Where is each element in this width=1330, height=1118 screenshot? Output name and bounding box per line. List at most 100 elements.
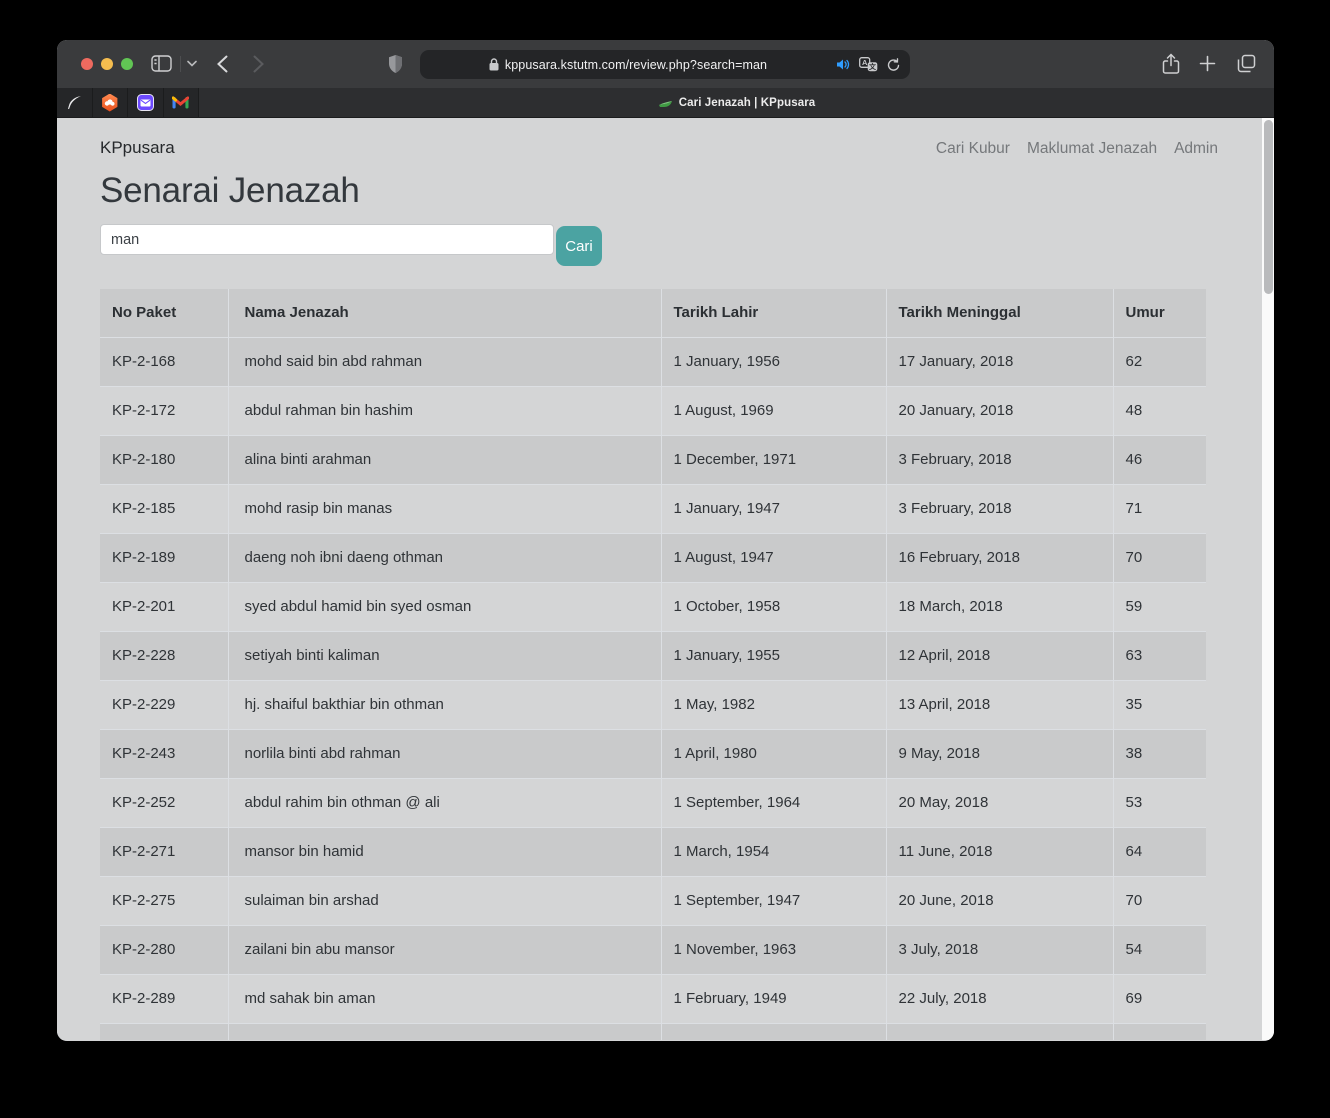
table-row: KP-2-228 setiyah binti kaliman 1 January, … [100,631,1206,680]
hexagon-app-icon [102,93,118,112]
table-cell: 22 July, 2018 [885,974,1113,1023]
browser-window: kppusara.kstutm.com/review.php?search=ma… [57,40,1274,1041]
table-cell: KP-2-189 [100,533,228,582]
tab-overview-icon[interactable] [1237,54,1256,73]
table-cell: 20 January, 2018 [885,386,1113,435]
close-window-button[interactable] [81,58,93,70]
forward-button-icon[interactable] [253,55,264,73]
page-title: Senarai Jenazah [100,171,360,210]
table-cell: 17 January, 2018 [885,337,1113,386]
table-row: KP-2-289 md sahak bin aman 1 February, 194… [100,974,1206,1023]
nav-link-cari-kubur[interactable]: Cari Kubur [935,140,1010,157]
minimize-window-button[interactable] [101,58,113,70]
table-cell: 59 [1112,582,1206,631]
mail-app-icon [136,94,154,111]
lock-icon [489,58,499,71]
table-cell: 1 May, 1982 [660,680,886,729]
table-row: KP-2-201 syed abdul hamid bin syed osman 1… [100,582,1206,631]
table-header: No Paket Nama Jenazah Tarikh Lahir Tarik… [100,289,1206,337]
table-cell: 54 [1112,925,1206,974]
table-row: KP-2-185 mohd rasip bin manas 1 January, 1… [100,484,1206,533]
table-cell: KP-2-243 [100,729,228,778]
table-cell: mohd said bin abd rahman [227,337,661,386]
table-cell: 13 April, 2018 [885,680,1113,729]
table-cell: 35 [1112,680,1206,729]
table-row: KP-2-280 zailani bin abu mansor 1 November… [100,925,1206,974]
table-cell: abdul rahim bin othman @ ali [227,778,661,827]
table-cell: 1 September, 1947 [660,876,886,925]
table-cell: KP-2-201 [100,582,228,631]
table-cell: 1 January, 1947 [660,484,886,533]
table-cell: KP-2-185 [100,484,228,533]
search-input[interactable] [100,224,554,255]
table-cell: 1 February, 1949 [660,974,886,1023]
translate-icon[interactable]: A 文 [859,57,878,72]
table-cell: sulaiman bin arshad [227,876,661,925]
table-cell: 3 July, 2018 [885,925,1113,974]
table-cell: syed abdul hamid bin syed osman [227,582,661,631]
pinned-tab-gmail[interactable] [163,88,199,117]
table-cell: hj. shaiful bakthiar bin othman [227,680,661,729]
table-cell: 70 [1112,876,1206,925]
table-cell: abdul rahman bin hashim [227,386,661,435]
table-cell: 71 [1112,484,1206,533]
top-nav: Cari Kubur Maklumat Jenazah Admin [936,140,1218,158]
site-favicon-leaf-icon [658,97,673,109]
browser-toolbar: kppusara.kstutm.com/review.php?search=ma… [57,40,1274,88]
new-tab-plus-icon[interactable] [1199,55,1216,72]
table-cell: KP-2-180 [100,435,228,484]
table-cell: KP-2-289 [100,974,228,1023]
scrollbar-track[interactable] [1262,118,1274,1040]
url-text[interactable]: kppusara.kstutm.com/review.php?search=ma… [504,57,768,72]
table-cell: 69 [1112,974,1206,1023]
table-cell: 53 [1112,778,1206,827]
gmail-icon [172,96,190,109]
quill-icon [67,95,82,110]
active-tab[interactable]: Cari Jenazah | KPpusara [199,88,1274,117]
table-row: KP-2-180 alina binti arahman 1 December, 1… [100,435,1206,484]
privacy-shield-icon[interactable] [388,54,403,74]
nav-link-admin[interactable]: Admin [1174,140,1218,157]
table-cell: 1 March, 1954 [660,827,886,876]
table-cell: norlila binti abd rahman [227,729,661,778]
page-content: KPpusara Cari Kubur Maklumat Jenazah Adm… [57,118,1274,1040]
table-cell: 16 February, 2018 [885,533,1113,582]
toolbar-divider [180,56,181,72]
table-cell: 1 January, 1956 [660,337,886,386]
table-cell: 1 August, 1947 [660,533,886,582]
table-cell: 20 May, 2018 [885,778,1113,827]
search-button[interactable]: Cari [556,226,602,266]
share-icon[interactable] [1162,53,1180,75]
table-cell: 1 August, 1969 [660,386,886,435]
column-header-umur: Umur [1112,289,1206,337]
zoom-window-button[interactable] [121,58,133,70]
table-row: KP-2-252 abdul rahim bin othman @ ali 1 Se… [100,778,1206,827]
audio-speaker-icon[interactable] [836,58,850,71]
pinned-tab-quill[interactable] [57,88,93,117]
address-bar[interactable]: kppusara.kstutm.com/review.php?search=ma… [420,50,910,79]
table-cell: 1 October, 1958 [660,582,886,631]
column-header-tarikh-lahir: Tarikh Lahir [660,289,886,337]
table-cell: 62 [1112,337,1206,386]
table-row: KP-2-172 abdul rahman bin hashim 1 August,… [100,386,1206,435]
brand-link[interactable]: KPpusara [100,138,175,157]
table-partial-row-clipped [100,1023,1206,1040]
back-button-icon[interactable] [217,55,228,73]
reload-icon[interactable] [887,57,900,72]
nav-link-maklumat-jenazah[interactable]: Maklumat Jenazah [1026,140,1158,157]
table-cell: KP-2-252 [100,778,228,827]
table-cell: KP-2-275 [100,876,228,925]
table-row: KP-2-271 mansor bin hamid 1 March, 1954 11 … [100,827,1206,876]
search-form: Cari [100,224,1218,266]
table-cell: md sahak bin aman [227,974,661,1023]
svg-text:文: 文 [869,62,877,71]
sidebar-toggle-icon[interactable] [151,55,172,72]
pinned-tab-mail-app[interactable] [128,88,164,117]
table-cell: 64 [1112,827,1206,876]
pinned-tab-hexagon-app[interactable] [92,88,128,117]
scrollbar-thumb[interactable] [1263,120,1273,294]
column-header-tarikh-meninggal: Tarikh Meninggal [885,289,1113,337]
table-row: KP-2-168 mohd said bin abd rahman 1 Januar… [100,337,1206,386]
table-cell: 1 December, 1971 [660,435,886,484]
sidebar-chevron-down-icon[interactable] [187,60,197,67]
